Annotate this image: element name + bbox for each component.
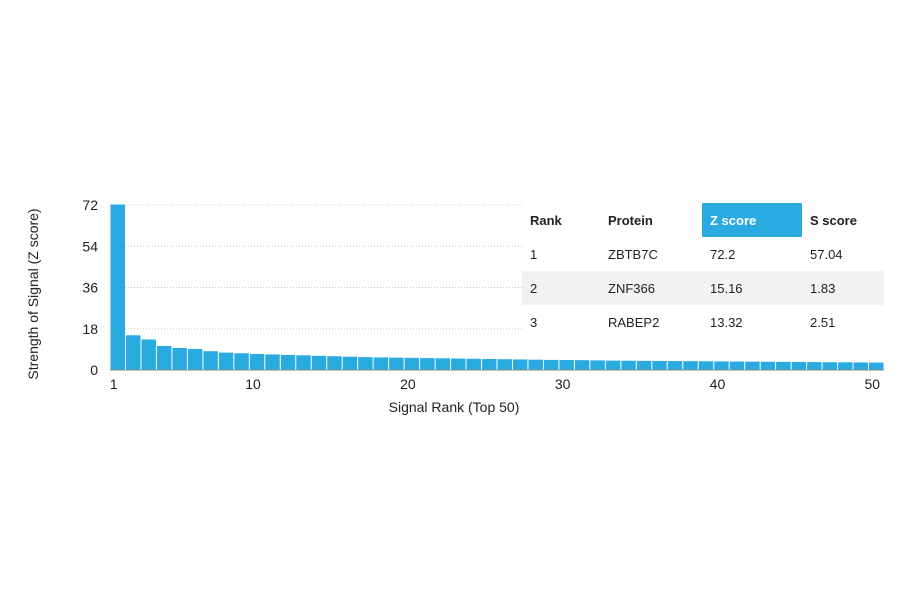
bar-rank-19 <box>389 357 404 370</box>
bar-rank-48 <box>838 362 853 370</box>
bar-rank-8 <box>218 352 234 370</box>
cell-s-score: 1.83 <box>802 271 884 305</box>
bar-rank-1 <box>110 204 125 370</box>
y-tick-labels: 0 18 36 54 72 <box>82 197 98 378</box>
bar-rank-14 <box>311 355 327 370</box>
bar-rank-39 <box>698 361 714 370</box>
cell-protein: ZBTB7C <box>600 237 702 271</box>
header-rank: Rank <box>522 203 600 237</box>
y-tick-label: 54 <box>82 238 98 254</box>
bar-rank-27 <box>512 359 528 370</box>
bar-rank-4 <box>156 345 172 370</box>
bar-rank-5 <box>172 348 187 370</box>
header-z-score: Z score <box>702 203 802 237</box>
x-axis-title: Signal Rank (Top 50) <box>389 399 520 415</box>
x-tick-label: 30 <box>555 376 571 392</box>
y-tick-label: 72 <box>82 197 98 213</box>
bar-rank-30 <box>559 360 574 370</box>
cell-protein: ZNF366 <box>600 271 702 305</box>
cell-z-score: 15.16 <box>702 271 802 305</box>
bar-rank-42 <box>745 361 760 370</box>
bar-rank-33 <box>605 360 621 370</box>
bar-rank-20 <box>404 357 420 370</box>
bar-rank-38 <box>683 361 698 370</box>
x-tick-label: 50 <box>864 376 880 392</box>
x-tick-label: 1 <box>110 376 118 392</box>
header-s-score: S score <box>802 203 884 237</box>
bar-rank-47 <box>822 362 838 370</box>
bar-rank-36 <box>652 360 667 370</box>
protein-score-table: Rank Protein Z score S score 1 ZBTB7C 72… <box>522 203 884 339</box>
bar-rank-10 <box>249 353 265 370</box>
bar-rank-43 <box>760 361 776 370</box>
bar-rank-31 <box>574 360 590 370</box>
y-tick-label: 18 <box>82 321 98 337</box>
bar-rank-25 <box>482 359 497 370</box>
bar-rank-6 <box>187 348 203 370</box>
y-tick-label: 36 <box>82 280 98 296</box>
bar-rank-16 <box>342 356 358 370</box>
table-row: 3 RABEP2 13.32 2.51 <box>522 305 884 339</box>
bar-rank-13 <box>296 355 311 370</box>
bar-rank-22 <box>435 358 451 370</box>
table-row: 2 ZNF366 15.16 1.83 <box>522 271 884 305</box>
bar-rank-41 <box>729 361 745 370</box>
bar-rank-12 <box>280 354 296 370</box>
bar-rank-11 <box>265 354 280 370</box>
header-protein: Protein <box>600 203 702 237</box>
bar-rank-9 <box>234 353 249 370</box>
cell-rank: 1 <box>522 237 600 271</box>
table-header-row: Rank Protein Z score S score <box>522 203 884 237</box>
bar-rank-49 <box>853 362 869 370</box>
bar-rank-37 <box>667 361 683 370</box>
bar-rank-40 <box>714 361 729 370</box>
cell-z-score: 13.32 <box>702 305 802 339</box>
bar-rank-18 <box>373 357 389 370</box>
bar-rank-29 <box>543 359 559 370</box>
bar-rank-45 <box>791 361 807 370</box>
cell-s-score: 57.04 <box>802 237 884 271</box>
y-tick-label: 0 <box>90 362 98 378</box>
bar-rank-17 <box>358 357 373 370</box>
cell-rank: 3 <box>522 305 600 339</box>
bar-rank-26 <box>497 359 512 370</box>
bar-rank-24 <box>466 358 482 370</box>
x-tick-label: 10 <box>245 376 261 392</box>
bar-rank-7 <box>203 351 218 370</box>
y-axis-title: Strength of Signal (Z score) <box>25 208 41 379</box>
cell-s-score: 2.51 <box>802 305 884 339</box>
bars <box>110 204 884 370</box>
bar-rank-50 <box>869 362 884 370</box>
bar-rank-35 <box>636 360 652 370</box>
bar-rank-2 <box>125 335 141 370</box>
cell-protein: RABEP2 <box>600 305 702 339</box>
bar-rank-44 <box>776 361 791 370</box>
bar-rank-21 <box>420 358 435 370</box>
bar-rank-28 <box>528 359 543 370</box>
x-tick-labels: 1 10 20 30 40 50 <box>110 376 880 392</box>
bar-rank-32 <box>590 360 605 370</box>
bar-rank-3 <box>141 339 156 370</box>
cell-rank: 2 <box>522 271 600 305</box>
bar-rank-34 <box>621 360 636 370</box>
x-tick-label: 40 <box>710 376 726 392</box>
table-row: 1 ZBTB7C 72.2 57.04 <box>522 237 884 271</box>
bar-rank-23 <box>451 358 466 370</box>
bar-rank-15 <box>327 356 342 370</box>
cell-z-score: 72.2 <box>702 237 802 271</box>
x-tick-label: 20 <box>400 376 416 392</box>
bar-rank-46 <box>807 362 822 370</box>
